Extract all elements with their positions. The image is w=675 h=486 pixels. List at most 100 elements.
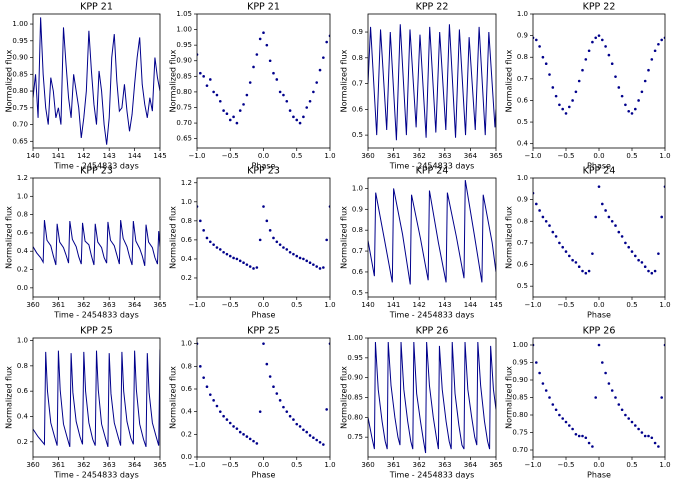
data-point — [295, 422, 299, 426]
data-point — [288, 250, 292, 254]
data-point — [305, 259, 309, 263]
y-tick-label: 0.6 — [17, 387, 29, 395]
data-point — [215, 93, 219, 97]
y-tick-label: 0.9 — [352, 28, 363, 36]
x-tick-label: 0.0 — [258, 461, 269, 469]
y-tick-label: 0.8 — [517, 217, 528, 225]
x-tick-label: 363 — [103, 301, 116, 309]
data-point — [222, 109, 225, 112]
data-point — [650, 271, 654, 275]
y-tick-label: 0.75 — [512, 429, 528, 437]
data-point — [282, 405, 285, 409]
data-point — [318, 440, 322, 444]
x-tick-label: 0.5 — [626, 152, 637, 160]
subplot: KPP 21 Phase Normalized flux −1.0 −0.5 0.0 0.5… — [169, 2, 336, 171]
data-point — [544, 219, 548, 223]
data-point — [272, 71, 275, 75]
data-point — [604, 45, 607, 48]
data-point — [199, 71, 202, 75]
y-tick-label: 0.8 — [352, 226, 363, 234]
data-point — [577, 265, 581, 269]
x-tick-label: 362 — [413, 152, 426, 160]
data-point — [541, 215, 545, 219]
data-point — [587, 49, 591, 53]
data-point — [637, 258, 640, 262]
data-point — [235, 427, 239, 430]
y-tick-label: 0.80 — [176, 88, 192, 96]
data-point — [209, 240, 212, 244]
x-tick-label: −1.0 — [525, 301, 542, 309]
data-point — [278, 243, 282, 246]
data-point — [643, 434, 647, 438]
data-point — [630, 112, 634, 115]
y-tick-label: 0.95 — [347, 354, 363, 362]
data-point — [245, 93, 249, 97]
x-tick-label: 364 — [464, 152, 478, 160]
x-tick-label: 364 — [128, 461, 142, 469]
data-point — [634, 424, 637, 427]
data-point — [634, 107, 637, 111]
data-point — [554, 94, 558, 98]
data-point — [581, 68, 584, 72]
data-point — [228, 254, 232, 258]
data-point — [571, 99, 574, 102]
data-point — [245, 435, 249, 438]
data-point — [209, 78, 212, 81]
light-curve — [368, 24, 496, 141]
data-point — [591, 40, 594, 44]
data-point — [205, 385, 209, 389]
y-tick-label: 0.0 — [17, 284, 28, 292]
data-point — [199, 219, 202, 223]
data-point — [617, 403, 621, 406]
data-point — [587, 269, 591, 273]
data-point — [574, 90, 578, 94]
data-point — [325, 40, 328, 44]
x-tick-label: −0.5 — [222, 461, 239, 469]
data-point — [202, 75, 205, 78]
data-point — [288, 414, 292, 418]
axes-frame — [367, 337, 497, 458]
x-tick-label: 145 — [489, 301, 502, 309]
subplot: KPP 23 Phase Normalized flux −1.0 −0.5 0.0 0.5… — [169, 166, 336, 320]
data-point — [212, 243, 215, 246]
data-point — [591, 445, 594, 448]
data-point — [322, 443, 325, 446]
x-tick-label: −1.0 — [189, 301, 206, 309]
x-tick-label: 363 — [438, 461, 451, 469]
y-tick-label: 0.95 — [176, 41, 192, 49]
data-point — [242, 261, 245, 265]
y-tick-label: 0.70 — [12, 121, 28, 129]
subplot: KPP 26 Time - 2454833 days Normalized flux… — [340, 326, 503, 480]
data-point — [640, 90, 644, 94]
data-point — [624, 413, 627, 417]
x-tick-label: −0.5 — [558, 301, 575, 309]
subplot: KPP 21 Time - 2454833 days Normalized flux… — [5, 2, 167, 171]
y-tick-label: 1.0 — [181, 198, 192, 206]
data-point — [275, 392, 279, 395]
data-point — [302, 428, 305, 432]
data-point — [647, 68, 650, 72]
data-point — [308, 434, 312, 437]
data-point — [643, 79, 647, 83]
y-tick-label: 1.2 — [17, 174, 28, 182]
x-tick-label: 140 — [361, 301, 374, 309]
data-point — [620, 235, 624, 238]
data-point — [637, 427, 640, 431]
y-tick-label: 0.2 — [17, 438, 28, 446]
data-point — [544, 62, 548, 66]
y-tick-label: 0.85 — [176, 72, 192, 80]
data-point — [564, 250, 568, 253]
y-tick-label: 0.6 — [352, 105, 364, 113]
x-tick-label: −1.0 — [189, 152, 206, 160]
data-point — [255, 442, 259, 445]
y-axis-label: Normalized flux — [5, 49, 14, 112]
x-tick-label: 362 — [77, 461, 90, 469]
subplot: KPP 26 Phase Normalized flux −1.0 −0.5 0.0 0.5… — [505, 326, 671, 480]
data-point — [315, 265, 319, 268]
data-point — [232, 256, 235, 260]
y-tick-label: 0.4 — [17, 412, 29, 420]
data-point — [292, 252, 295, 256]
data-point — [544, 389, 548, 392]
data-point — [614, 396, 617, 399]
data-point — [647, 269, 650, 273]
